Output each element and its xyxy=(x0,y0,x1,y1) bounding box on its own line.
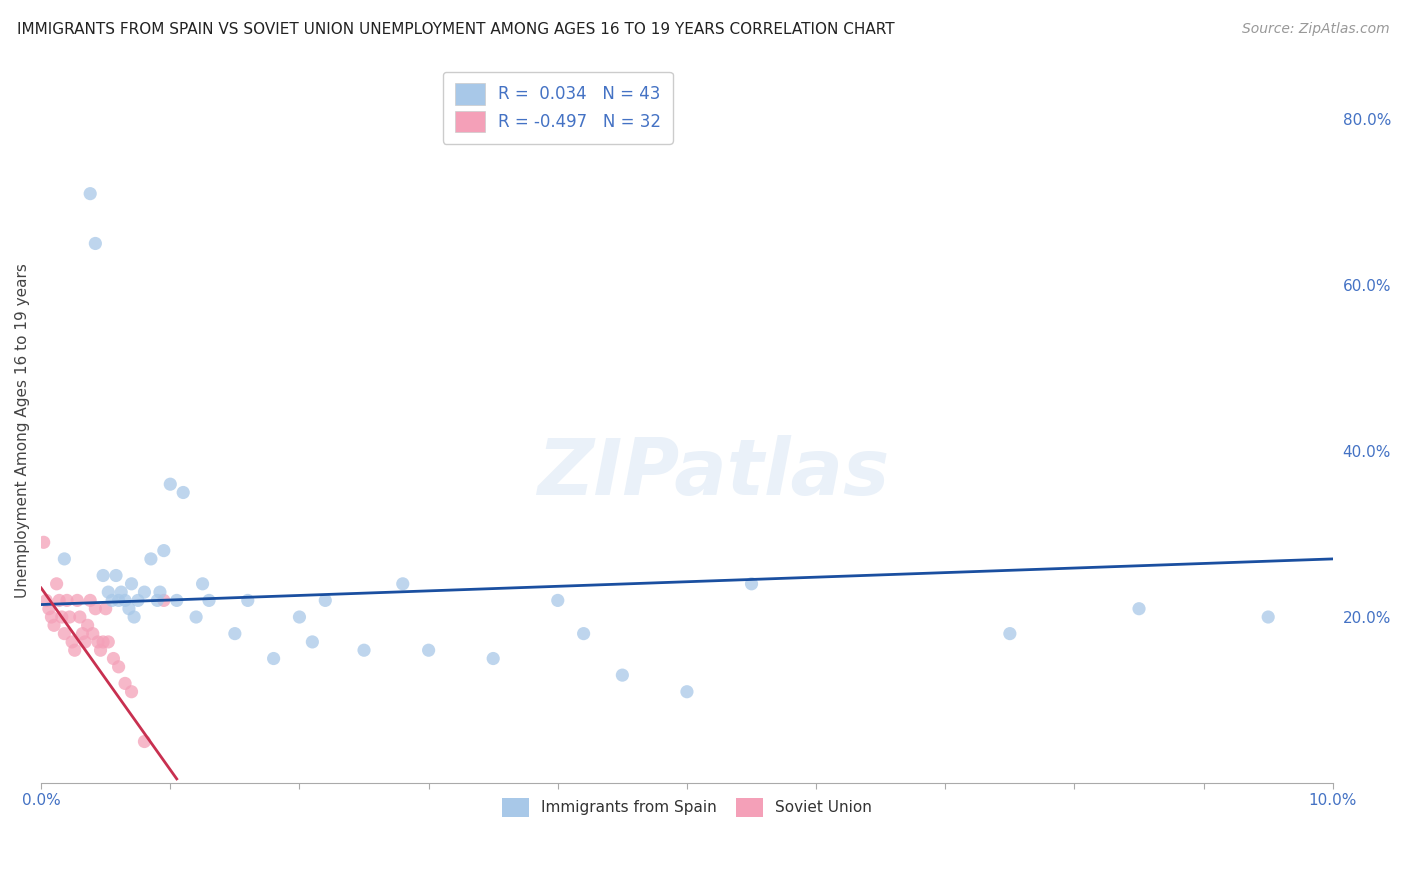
Point xyxy=(418,643,440,657)
Y-axis label: Unemployment Among Ages 16 to 19 years: Unemployment Among Ages 16 to 19 years xyxy=(15,263,30,598)
Point xyxy=(122,610,145,624)
Point xyxy=(263,651,285,665)
Point xyxy=(482,651,505,665)
Point xyxy=(127,593,149,607)
Point xyxy=(998,626,1021,640)
Point xyxy=(314,593,336,607)
Point xyxy=(118,601,141,615)
Point xyxy=(353,643,375,657)
Point xyxy=(69,610,91,624)
Text: Source: ZipAtlas.com: Source: ZipAtlas.com xyxy=(1241,22,1389,37)
Point xyxy=(53,626,76,640)
Point xyxy=(35,593,58,607)
Point xyxy=(159,477,181,491)
Point xyxy=(676,684,699,698)
Point xyxy=(60,635,83,649)
Point xyxy=(105,568,128,582)
Point xyxy=(110,585,132,599)
Text: IMMIGRANTS FROM SPAIN VS SOVIET UNION UNEMPLOYMENT AMONG AGES 16 TO 19 YEARS COR: IMMIGRANTS FROM SPAIN VS SOVIET UNION UN… xyxy=(17,22,894,37)
Point xyxy=(97,635,120,649)
Point xyxy=(53,552,76,566)
Point xyxy=(134,585,156,599)
Point xyxy=(66,593,89,607)
Point xyxy=(146,593,169,607)
Point xyxy=(91,568,114,582)
Point xyxy=(153,543,176,558)
Point xyxy=(1128,601,1150,615)
Point xyxy=(103,651,125,665)
Point xyxy=(107,593,129,607)
Point xyxy=(94,601,117,615)
Point xyxy=(73,635,96,649)
Point xyxy=(79,593,101,607)
Point xyxy=(51,610,73,624)
Point xyxy=(87,635,110,649)
Point xyxy=(76,618,98,632)
Point xyxy=(56,593,79,607)
Point xyxy=(121,684,143,698)
Point xyxy=(172,485,194,500)
Point xyxy=(114,676,136,690)
Point xyxy=(63,643,86,657)
Point xyxy=(32,535,55,549)
Point xyxy=(79,186,101,201)
Point xyxy=(121,576,143,591)
Point xyxy=(153,593,176,607)
Point xyxy=(149,585,172,599)
Point xyxy=(236,593,259,607)
Point xyxy=(184,610,207,624)
Point xyxy=(84,601,107,615)
Point xyxy=(741,576,763,591)
Point xyxy=(89,643,111,657)
Point xyxy=(45,576,67,591)
Point xyxy=(82,626,104,640)
Point xyxy=(198,593,221,607)
Legend: Immigrants from Spain, Soviet Union: Immigrants from Spain, Soviet Union xyxy=(494,790,880,825)
Point xyxy=(288,610,311,624)
Text: ZIPatlas: ZIPatlas xyxy=(537,434,889,510)
Point xyxy=(166,593,188,607)
Point xyxy=(97,585,120,599)
Point xyxy=(301,635,323,649)
Point xyxy=(224,626,246,640)
Point xyxy=(191,576,214,591)
Point xyxy=(107,660,129,674)
Point xyxy=(134,734,156,748)
Point xyxy=(48,593,70,607)
Point xyxy=(612,668,634,682)
Point xyxy=(38,601,60,615)
Point xyxy=(41,610,63,624)
Point xyxy=(91,635,114,649)
Point xyxy=(572,626,595,640)
Point xyxy=(139,552,162,566)
Point xyxy=(58,610,80,624)
Point xyxy=(114,593,136,607)
Point xyxy=(1257,610,1279,624)
Point xyxy=(391,576,413,591)
Point xyxy=(547,593,569,607)
Point xyxy=(42,618,65,632)
Point xyxy=(72,626,94,640)
Point xyxy=(84,236,107,251)
Point xyxy=(101,593,124,607)
